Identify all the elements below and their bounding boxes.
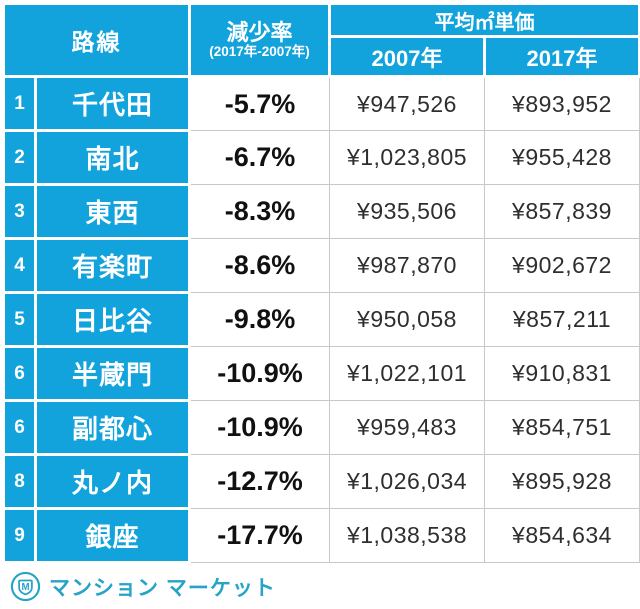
price-2017-cell: ¥895,928 xyxy=(484,454,640,509)
rank-cell: 1 xyxy=(2,75,37,132)
decrease-rate-cell: -8.6% xyxy=(189,238,330,293)
table-row: 5 日比谷 -9.8% ¥950,058 ¥857,211 xyxy=(2,291,640,348)
footer: M マンション マーケット xyxy=(2,564,638,609)
price-ranking-table: 路線 減少率 (2017年-2007年) 平均㎡単価 2007年 2017年 1… xyxy=(2,2,640,564)
line-name-cell: 半蔵門 xyxy=(34,345,191,402)
rank-cell: 8 xyxy=(2,453,37,510)
table-header: 路線 減少率 (2017年-2007年) 平均㎡単価 2007年 2017年 xyxy=(2,2,640,78)
decrease-rate-cell: -5.7% xyxy=(189,76,330,131)
price-2007-cell: ¥987,870 xyxy=(329,238,485,293)
price-2007-cell: ¥1,022,101 xyxy=(329,346,485,401)
line-name-cell: 銀座 xyxy=(34,507,191,564)
rank-cell: 9 xyxy=(2,507,37,564)
price-2007-cell: ¥935,506 xyxy=(329,184,485,239)
rank-cell: 2 xyxy=(2,129,37,186)
table-row: 6 副都心 -10.9% ¥959,483 ¥854,751 xyxy=(2,399,640,456)
decrease-rate-cell: -8.3% xyxy=(189,184,330,239)
line-name-cell: 丸ノ内 xyxy=(34,453,191,510)
header-decrease-rate-note: (2017年-2007年) xyxy=(209,44,310,60)
line-name-cell: 千代田 xyxy=(34,75,191,132)
price-2017-cell: ¥854,751 xyxy=(484,400,640,455)
table-row: 6 半蔵門 -10.9% ¥1,022,101 ¥910,831 xyxy=(2,345,640,402)
price-2007-cell: ¥1,023,805 xyxy=(329,130,485,185)
price-2017-cell: ¥857,839 xyxy=(484,184,640,239)
table-row: 4 有楽町 -8.6% ¥987,870 ¥902,672 xyxy=(2,237,640,294)
price-2017-cell: ¥955,428 xyxy=(484,130,640,185)
table-row: 8 丸ノ内 -12.7% ¥1,026,034 ¥895,928 xyxy=(2,453,640,510)
table-row: 1 千代田 -5.7% ¥947,526 ¥893,952 xyxy=(2,75,640,132)
decrease-rate-cell: -12.7% xyxy=(189,454,330,509)
decrease-rate-cell: -9.8% xyxy=(189,292,330,347)
table-body: 1 千代田 -5.7% ¥947,526 ¥893,952 2 南北 -6.7% ¥1,023,… xyxy=(2,75,640,564)
line-name-cell: 副都心 xyxy=(34,399,191,456)
price-2017-cell: ¥902,672 xyxy=(484,238,640,293)
header-route: 路線 xyxy=(2,2,191,78)
price-2017-cell: ¥893,952 xyxy=(484,76,640,131)
header-year-2017: 2017年 xyxy=(483,35,640,78)
line-name-cell: 東西 xyxy=(34,183,191,240)
rank-cell: 5 xyxy=(2,291,37,348)
price-2007-cell: ¥959,483 xyxy=(329,400,485,455)
price-2007-cell: ¥947,526 xyxy=(329,76,485,131)
line-name-cell: 南北 xyxy=(34,129,191,186)
price-2017-cell: ¥854,634 xyxy=(484,508,640,563)
table-row: 9 銀座 -17.7% ¥1,038,538 ¥854,634 xyxy=(2,507,640,564)
table-row: 3 東西 -8.3% ¥935,506 ¥857,839 xyxy=(2,183,640,240)
header-year-2007: 2007年 xyxy=(328,35,486,78)
decrease-rate-cell: -10.9% xyxy=(189,346,330,401)
logo-letter: M xyxy=(21,582,29,593)
line-name-cell: 日比谷 xyxy=(34,291,191,348)
price-2007-cell: ¥950,058 xyxy=(329,292,485,347)
line-name-cell: 有楽町 xyxy=(34,237,191,294)
price-2007-cell: ¥1,038,538 xyxy=(329,508,485,563)
price-2017-cell: ¥857,211 xyxy=(484,292,640,347)
rank-cell: 6 xyxy=(2,399,37,456)
header-avg-price: 平均㎡単価 xyxy=(328,2,640,38)
mansion-market-logo-text: マンション マーケット xyxy=(49,576,276,600)
rank-cell: 3 xyxy=(2,183,37,240)
price-2017-cell: ¥910,831 xyxy=(484,346,640,401)
mansion-market-shield-m-icon: M xyxy=(10,571,41,602)
decrease-rate-cell: -10.9% xyxy=(189,400,330,455)
header-decrease-rate: 減少率 (2017年-2007年) xyxy=(188,2,331,78)
table-row: 2 南北 -6.7% ¥1,023,805 ¥955,428 xyxy=(2,129,640,186)
header-decrease-rate-title: 減少率 xyxy=(226,19,293,45)
decrease-rate-cell: -6.7% xyxy=(189,130,330,185)
rank-cell: 4 xyxy=(2,237,37,294)
rank-cell: 6 xyxy=(2,345,37,402)
decrease-rate-cell: -17.7% xyxy=(189,508,330,563)
price-2007-cell: ¥1,026,034 xyxy=(329,454,485,509)
